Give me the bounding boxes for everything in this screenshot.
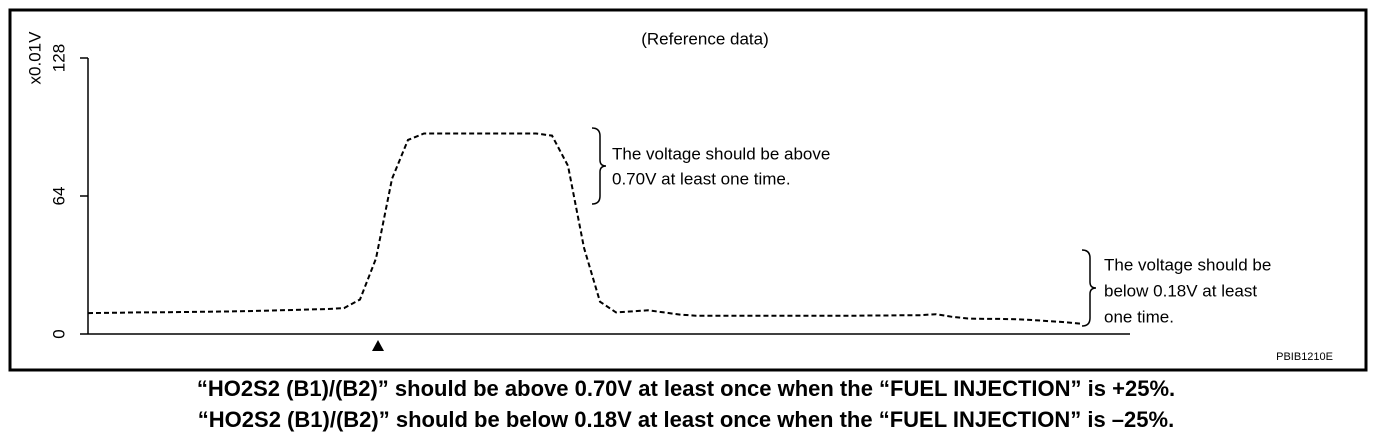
annotation: 0.70V at least one time. bbox=[612, 169, 791, 188]
bracket bbox=[591, 127, 607, 205]
data-line bbox=[87, 132, 1081, 325]
caption: “HO2S2 (B1)/(B2)” should be below 0.18V … bbox=[198, 407, 1174, 432]
y-tick-label: 128 bbox=[49, 44, 68, 72]
y-axis-label: x0.01V bbox=[25, 31, 44, 85]
y-tick-label: 64 bbox=[49, 187, 68, 206]
y-tick-label: 0 bbox=[49, 329, 68, 338]
marker-triangle bbox=[372, 340, 384, 351]
annotation: one time. bbox=[1104, 307, 1174, 326]
figure-code: PBIB1210E bbox=[1276, 351, 1333, 363]
bracket bbox=[1081, 249, 1097, 327]
chart-title: (Reference data) bbox=[641, 29, 769, 48]
annotation: The voltage should be above bbox=[612, 144, 830, 163]
annotation: The voltage should be bbox=[1104, 255, 1271, 274]
frame bbox=[8, 8, 1368, 372]
annotation: below 0.18V at least bbox=[1104, 281, 1257, 300]
caption: “HO2S2 (B1)/(B2)” should be above 0.70V … bbox=[197, 376, 1175, 401]
